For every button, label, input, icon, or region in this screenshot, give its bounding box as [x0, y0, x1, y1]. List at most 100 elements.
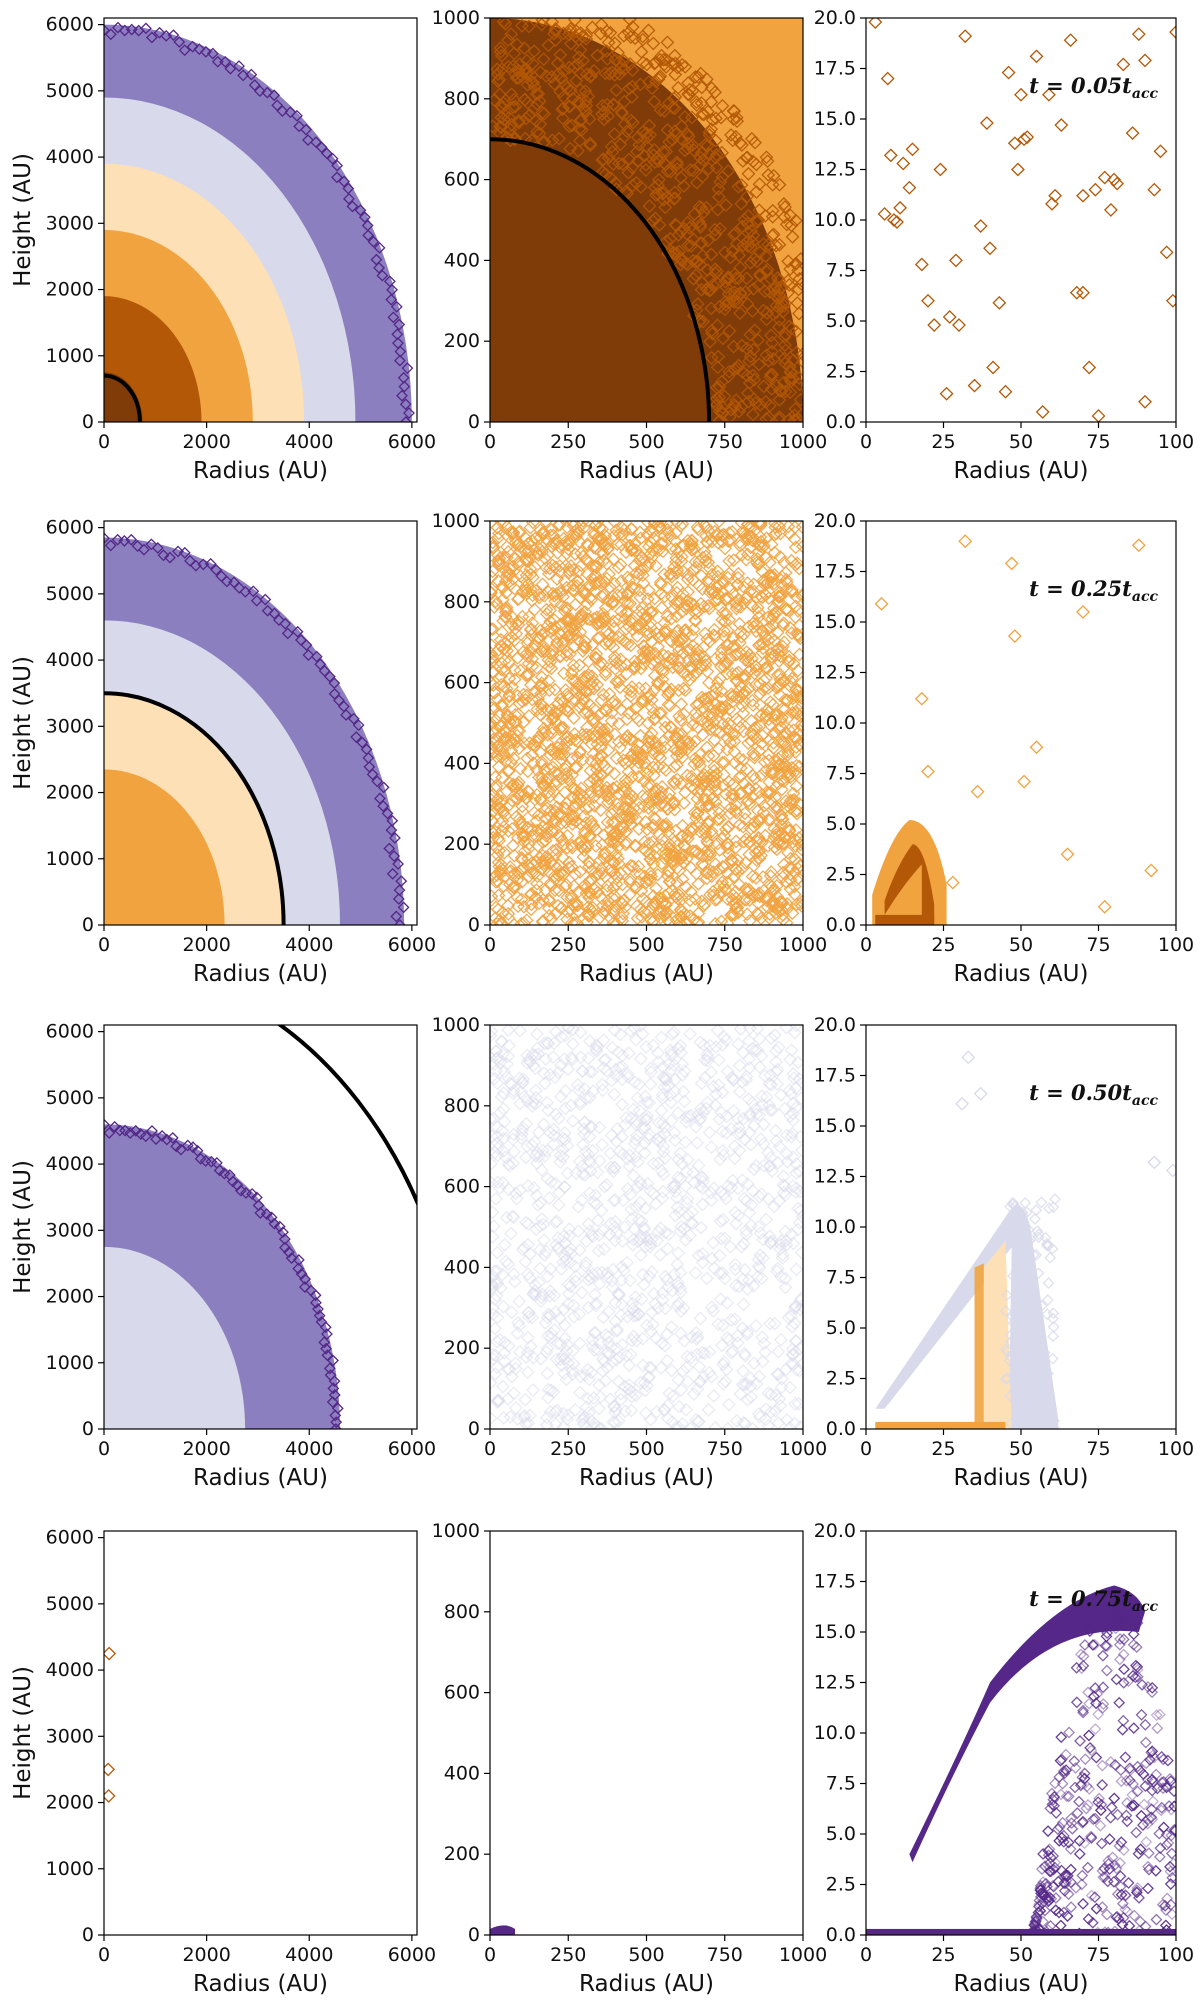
x-tick-label: 25 — [931, 934, 955, 956]
y-axis-label: Height (AU) — [10, 153, 36, 287]
data-point — [916, 258, 928, 270]
data-point — [1009, 630, 1021, 642]
y-tick-label: 15.0 — [814, 611, 856, 633]
data-point — [548, 1290, 560, 1302]
data-point — [928, 319, 940, 331]
data-point — [531, 1028, 543, 1040]
x-tick-label: 4000 — [285, 1438, 333, 1460]
scatter-cloud — [484, 515, 809, 931]
data-point — [665, 1321, 677, 1333]
y-tick-label: 7.5 — [826, 763, 856, 785]
data-point — [684, 1028, 696, 1040]
data-point — [987, 361, 999, 373]
y-tick-label: 5.0 — [826, 813, 856, 835]
y-tick-label: 600 — [444, 672, 480, 694]
y-tick-label: 3000 — [46, 1219, 94, 1241]
data-point — [708, 1390, 720, 1402]
y-tick-label: 17.5 — [814, 58, 856, 80]
y-tick-label: 10.0 — [814, 712, 856, 734]
data-point — [561, 1140, 573, 1152]
data-point — [729, 1140, 741, 1152]
data-point — [733, 1144, 745, 1156]
scatter-cloud — [484, 1019, 809, 1435]
data-point — [1133, 539, 1145, 551]
plot-area — [484, 515, 809, 931]
data-point — [1006, 557, 1018, 569]
x-tick-label: 0 — [98, 431, 110, 453]
data-point — [984, 242, 996, 254]
x-axis-label: Radius (AU) — [579, 961, 714, 987]
data-point — [993, 297, 1005, 309]
data-point — [705, 1194, 717, 1206]
x-tick-label: 750 — [707, 934, 743, 956]
x-tick-label: 0 — [860, 431, 872, 453]
data-point — [621, 776, 633, 788]
data-point — [569, 1404, 581, 1416]
data-point — [519, 1394, 531, 1406]
data-point — [1167, 295, 1179, 307]
x-tick-label: 0 — [860, 934, 872, 956]
y-tick-label: 200 — [444, 833, 480, 855]
y-tick-label: 4000 — [46, 649, 94, 671]
data-point — [1077, 190, 1089, 202]
x-tick-label: 6000 — [388, 431, 436, 453]
data-point — [791, 557, 803, 569]
data-point — [682, 1193, 694, 1205]
time-annotation: t = 0.05tacc — [1029, 73, 1158, 102]
data-point — [599, 1181, 611, 1193]
y-tick-label: 800 — [444, 591, 480, 613]
x-tick-label: 25 — [931, 431, 955, 453]
y-tick-label: 6000 — [46, 14, 94, 36]
x-tick-label: 4000 — [285, 934, 333, 956]
data-point — [541, 1367, 553, 1379]
data-point — [981, 117, 993, 129]
y-tick-label: 12.5 — [814, 159, 856, 181]
data-point — [723, 1399, 735, 1411]
data-point — [953, 319, 965, 331]
data-point — [671, 1258, 683, 1270]
data-point — [677, 1365, 689, 1377]
y-tick-label: 0.0 — [826, 914, 856, 936]
data-point — [694, 1312, 706, 1324]
data-point — [530, 1084, 542, 1096]
y-tick-label: 20.0 — [814, 510, 856, 532]
data-point — [622, 1183, 634, 1195]
y-tick-label: 5000 — [46, 1087, 94, 1109]
data-point — [732, 1038, 744, 1050]
data-point — [947, 877, 959, 889]
blob — [872, 820, 946, 925]
y-tick-label: 0 — [82, 1418, 94, 1440]
data-point — [794, 1217, 806, 1229]
x-tick-label: 500 — [628, 431, 664, 453]
data-point — [1062, 848, 1074, 860]
data-point — [775, 1334, 787, 1346]
y-tick-label: 800 — [444, 88, 480, 110]
data-point — [652, 1047, 664, 1059]
data-point — [710, 1041, 722, 1053]
x-tick-label: 75 — [1086, 934, 1110, 956]
data-point — [738, 1298, 750, 1310]
data-point — [499, 1239, 511, 1251]
x-tick-label: 75 — [1086, 431, 1110, 453]
data-point — [596, 1139, 608, 1151]
data-point — [764, 1318, 776, 1330]
data-point — [727, 1105, 739, 1117]
time-annotation: t = 0.25tacc — [1029, 576, 1158, 605]
data-point — [514, 1025, 526, 1037]
y-axis-label: Height (AU) — [10, 656, 36, 790]
data-point — [487, 1231, 499, 1243]
data-point — [655, 1105, 667, 1117]
data-point — [775, 1089, 787, 1101]
y-tick-label: 7.5 — [826, 260, 856, 282]
data-point — [703, 677, 715, 689]
data-point — [1089, 184, 1101, 196]
x-tick-label: 2000 — [182, 934, 230, 956]
data-point — [522, 1307, 534, 1319]
x-tick-label: 0 — [98, 934, 110, 956]
data-point — [1055, 119, 1067, 131]
y-tick-label: 6000 — [46, 517, 94, 539]
y-tick-label: 2000 — [46, 782, 94, 804]
data-point — [897, 157, 909, 169]
